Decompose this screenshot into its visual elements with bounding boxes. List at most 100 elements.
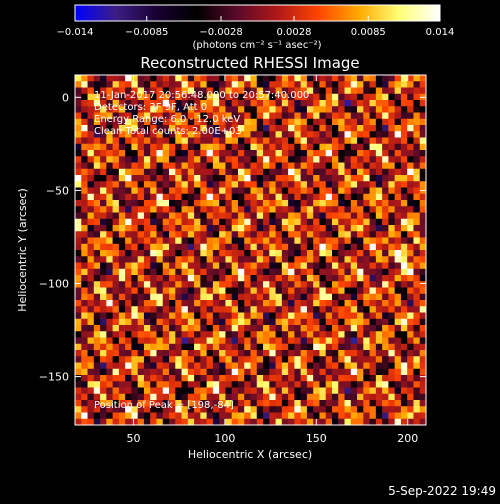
heatmap-cell (150, 106, 157, 113)
heatmap-cell (250, 312, 258, 320)
heatmap-cell (400, 112, 408, 120)
heatmap-cell (269, 275, 276, 282)
heatmap-cell (194, 262, 201, 270)
heatmap-cell (325, 293, 333, 301)
heatmap-cell (87, 81, 95, 88)
heatmap-cell (313, 262, 320, 270)
heatmap-cell (382, 156, 389, 163)
heatmap-cell (344, 343, 352, 351)
heatmap-cell (175, 400, 182, 407)
heatmap-cell (331, 387, 339, 395)
heatmap-cell (357, 75, 364, 82)
heatmap-cell (382, 412, 389, 420)
heatmap-cell (338, 87, 345, 95)
heatmap-cell (200, 81, 208, 88)
heatmap-cell (269, 162, 276, 170)
heatmap-cell (413, 387, 421, 395)
heatmap-cell (250, 150, 258, 157)
heatmap-cell (281, 362, 289, 370)
heatmap-cell (363, 387, 370, 395)
heatmap-cell (143, 306, 151, 313)
heatmap-cell (194, 393, 201, 401)
heatmap-cell (263, 81, 270, 88)
heatmap-cell (357, 300, 364, 307)
heatmap-cell (181, 218, 189, 226)
heatmap-cell (150, 250, 157, 257)
heatmap-cell (244, 200, 251, 207)
heatmap-cell (125, 268, 132, 276)
heatmap-cell (388, 137, 396, 145)
heatmap-cell (231, 243, 239, 251)
heatmap-cell (394, 312, 402, 320)
heatmap-cell (87, 287, 95, 295)
heatmap-cell (125, 293, 132, 301)
heatmap-cell (106, 106, 114, 113)
heatmap-cell (169, 293, 176, 301)
heatmap-cell (363, 150, 370, 157)
heatmap-cell (375, 275, 383, 282)
heatmap-cell (93, 150, 101, 157)
heatmap-cell (125, 206, 132, 213)
heatmap-cell (137, 325, 145, 332)
heatmap-cell (131, 187, 139, 195)
heatmap-cell (300, 156, 308, 163)
heatmap-cell (187, 181, 195, 188)
heatmap-cell (350, 150, 358, 157)
heatmap-cell (319, 268, 327, 276)
heatmap-cell (187, 337, 195, 345)
heatmap-cell (275, 406, 283, 413)
heatmap-cell (400, 137, 408, 145)
heatmap-cell (313, 350, 320, 357)
heatmap-cell (212, 112, 220, 120)
heatmap-cell (281, 306, 289, 313)
heatmap-cell (269, 293, 276, 301)
heatmap-cell (413, 225, 421, 232)
heatmap-cell (237, 206, 245, 213)
heatmap-cell (263, 393, 270, 401)
heatmap-cell (206, 387, 214, 395)
heatmap-cell (350, 175, 358, 182)
heatmap-cell (294, 362, 302, 370)
heatmap-cell (181, 131, 189, 138)
heatmap-cell (244, 343, 251, 351)
heatmap-cell (93, 243, 101, 251)
heatmap-cell (125, 100, 132, 107)
heatmap-cell (194, 237, 201, 245)
heatmap-cell (156, 175, 164, 182)
heatmap-cell (394, 100, 402, 107)
heatmap-cell (200, 418, 208, 425)
heatmap-cell (256, 368, 264, 376)
heatmap-cell (407, 287, 414, 295)
y-tick-label: −100 (39, 278, 69, 291)
heatmap-cell (369, 275, 377, 282)
heatmap-cell (400, 193, 408, 201)
heatmap-cell (125, 212, 132, 220)
heatmap-cell (231, 375, 239, 382)
heatmap-cell (331, 362, 339, 370)
heatmap-cell (219, 337, 226, 345)
heatmap-cell (407, 100, 414, 107)
heatmap-cell (382, 143, 389, 151)
heatmap-cell (137, 412, 145, 420)
heatmap-cell (382, 362, 389, 370)
heatmap-cell (87, 356, 95, 363)
heatmap-cell (407, 268, 414, 276)
heatmap-cell (156, 218, 164, 226)
heatmap-cell (313, 243, 320, 251)
heatmap-cell (275, 262, 283, 270)
heatmap-cell (169, 300, 176, 307)
heatmap-cell (200, 93, 208, 101)
heatmap-cell (87, 112, 95, 120)
heatmap-cell (162, 75, 170, 82)
heatmap-cell (388, 362, 396, 370)
heatmap-cell (338, 200, 345, 207)
heatmap-cell (169, 112, 176, 120)
heatmap-cell (93, 81, 101, 88)
heatmap-cell (300, 318, 308, 326)
heatmap-cell (206, 337, 214, 345)
colorbar-tick-label: 0.0085 (351, 27, 386, 38)
heatmap-cell (106, 368, 114, 376)
heatmap-cell (212, 87, 220, 95)
heatmap-cell (81, 100, 88, 107)
heatmap-cell (275, 243, 283, 251)
